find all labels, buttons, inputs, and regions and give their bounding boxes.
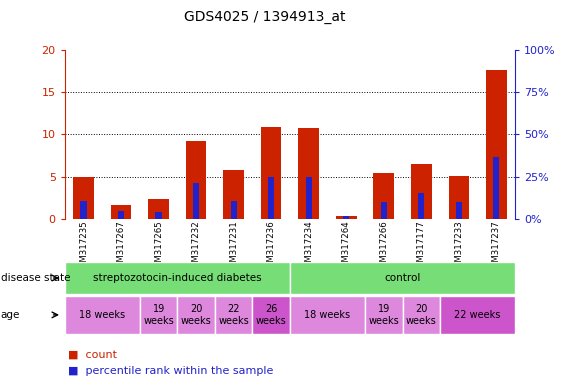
Text: streptozotocin-induced diabetes: streptozotocin-induced diabetes — [93, 273, 262, 283]
Bar — [486, 70, 507, 219]
Bar — [81, 201, 87, 219]
Bar — [252, 296, 290, 334]
Bar — [456, 202, 462, 219]
Text: 22 weeks: 22 weeks — [454, 310, 501, 320]
Bar — [65, 296, 140, 334]
Bar — [381, 202, 387, 219]
Bar — [261, 127, 282, 219]
Bar — [403, 296, 440, 334]
Text: disease state: disease state — [1, 273, 70, 283]
Text: 26
weeks: 26 weeks — [256, 304, 287, 326]
Bar — [365, 296, 403, 334]
Bar — [336, 215, 356, 219]
Text: age: age — [1, 310, 20, 320]
Bar — [111, 205, 131, 219]
Bar — [418, 193, 425, 219]
Bar — [177, 296, 215, 334]
Bar — [306, 177, 312, 219]
Bar — [140, 296, 177, 334]
Bar — [155, 212, 162, 219]
Bar — [440, 296, 515, 334]
Bar — [290, 262, 515, 294]
Text: control: control — [385, 273, 421, 283]
Text: 22
weeks: 22 weeks — [218, 304, 249, 326]
Bar — [148, 199, 169, 219]
Text: ■  percentile rank within the sample: ■ percentile rank within the sample — [68, 366, 273, 376]
Bar — [215, 296, 252, 334]
Bar — [290, 296, 365, 334]
Bar — [268, 177, 274, 219]
Bar — [343, 216, 349, 219]
Bar — [411, 164, 432, 219]
Bar — [73, 177, 94, 219]
Text: 20
weeks: 20 weeks — [406, 304, 437, 326]
Bar — [298, 129, 319, 219]
Text: GDS4025 / 1394913_at: GDS4025 / 1394913_at — [184, 10, 345, 23]
Bar — [118, 211, 124, 219]
Text: ■  count: ■ count — [68, 349, 117, 359]
Bar — [224, 170, 244, 219]
Text: 19
weeks: 19 weeks — [368, 304, 399, 326]
Bar — [231, 201, 236, 219]
Text: 20
weeks: 20 weeks — [181, 304, 212, 326]
Text: 18 weeks: 18 weeks — [79, 310, 126, 320]
Text: 18 weeks: 18 weeks — [305, 310, 351, 320]
Bar — [65, 262, 290, 294]
Bar — [493, 157, 499, 219]
Text: 19
weeks: 19 weeks — [143, 304, 174, 326]
Bar — [373, 173, 394, 219]
Bar — [449, 176, 469, 219]
Bar — [193, 182, 199, 219]
Bar — [186, 141, 207, 219]
